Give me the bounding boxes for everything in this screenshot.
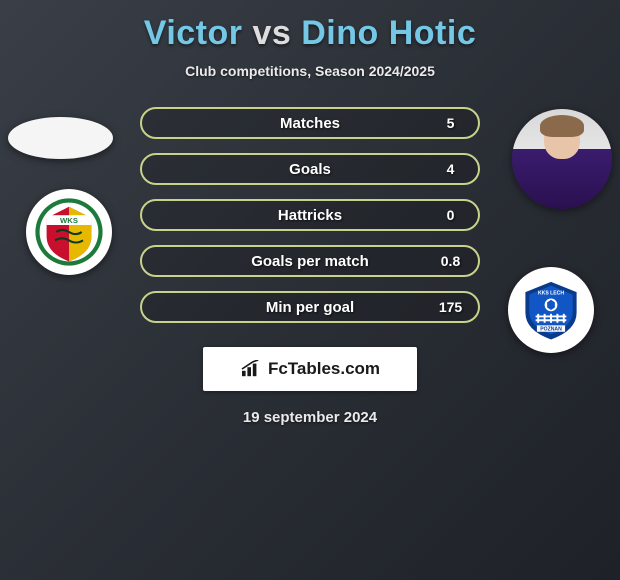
stat-label: Goals per match — [197, 253, 423, 270]
brand-text: FcTables.com — [268, 359, 380, 379]
stat-right-value: 0 — [423, 207, 478, 223]
stat-row-min-per-goal: Min per goal 175 — [140, 291, 480, 323]
comparison-card: Victor vs Dino Hotic Club competitions, … — [0, 0, 620, 426]
stat-label: Min per goal — [197, 299, 423, 316]
stats-list: Matches 5 Goals 4 Hattricks 0 Goals per … — [140, 107, 480, 323]
player2-avatar — [512, 109, 612, 209]
player2-name: Dino Hotic — [301, 14, 476, 52]
stat-right-value: 0.8 — [423, 253, 478, 269]
date-label: 19 september 2024 — [243, 409, 377, 426]
svg-text:WKS: WKS — [60, 216, 78, 225]
svg-text:KKS LECH: KKS LECH — [538, 291, 564, 297]
player1-name: Victor — [144, 14, 243, 52]
bar-chart-icon — [240, 360, 262, 378]
stat-label: Matches — [197, 115, 423, 132]
stat-right-value: 175 — [423, 299, 478, 315]
vs-label: vs — [252, 14, 291, 52]
svg-text:POZNAN: POZNAN — [540, 326, 562, 332]
player1-avatar — [8, 117, 113, 159]
main-area: WKS KKS LECH — [0, 107, 620, 323]
stat-row-goals: Goals 4 — [140, 153, 480, 185]
brand-badge[interactable]: FcTables.com — [203, 347, 417, 391]
page-title: Victor vs Dino Hotic — [144, 14, 476, 53]
stat-row-goals-per-match: Goals per match 0.8 — [140, 245, 480, 277]
stat-label: Goals — [197, 161, 423, 178]
slask-wroclaw-badge-icon: WKS — [34, 197, 104, 267]
subtitle: Club competitions, Season 2024/2025 — [185, 63, 435, 79]
lech-poznan-badge-icon: KKS LECH POZNAN — [519, 278, 583, 342]
stat-row-hattricks: Hattricks 0 — [140, 199, 480, 231]
stat-row-matches: Matches 5 — [140, 107, 480, 139]
stat-right-value: 4 — [423, 161, 478, 177]
stat-right-value: 5 — [423, 115, 478, 131]
stat-label: Hattricks — [197, 207, 423, 224]
player1-club-badge: WKS — [26, 189, 112, 275]
player2-club-badge: KKS LECH POZNAN — [508, 267, 594, 353]
